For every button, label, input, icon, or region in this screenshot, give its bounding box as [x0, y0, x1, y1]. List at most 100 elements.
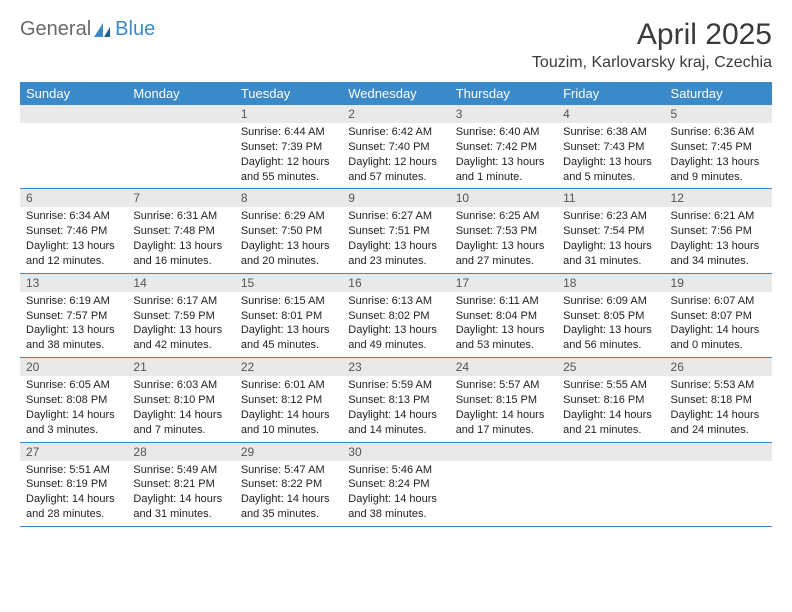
daylight-line: Daylight: 13 hours and 45 minutes. [241, 323, 336, 353]
sunset-line: Sunset: 7:50 PM [241, 224, 336, 239]
sunset-line: Sunset: 8:12 PM [241, 393, 336, 408]
sunset-line: Sunset: 7:53 PM [456, 224, 551, 239]
day-content: Sunrise: 6:34 AMSunset: 7:46 PMDaylight:… [20, 207, 127, 272]
day-content: Sunrise: 6:31 AMSunset: 7:48 PMDaylight:… [127, 207, 234, 272]
day-content: Sunrise: 6:23 AMSunset: 7:54 PMDaylight:… [557, 207, 664, 272]
day-number: 27 [20, 443, 127, 461]
day-cell: 21Sunrise: 6:03 AMSunset: 8:10 PMDayligh… [127, 358, 234, 441]
sunrise-line: Sunrise: 6:15 AM [241, 294, 336, 309]
daylight-line: Daylight: 13 hours and 49 minutes. [348, 323, 443, 353]
day-cell: 23Sunrise: 5:59 AMSunset: 8:13 PMDayligh… [342, 358, 449, 441]
day-cell [127, 105, 234, 188]
daylight-line: Daylight: 13 hours and 42 minutes. [133, 323, 228, 353]
daylight-line: Daylight: 12 hours and 55 minutes. [241, 155, 336, 185]
weekday-header: Thursday [450, 82, 557, 105]
sunrise-line: Sunrise: 6:31 AM [133, 209, 228, 224]
day-content: Sunrise: 6:05 AMSunset: 8:08 PMDaylight:… [20, 376, 127, 441]
day-cell: 16Sunrise: 6:13 AMSunset: 8:02 PMDayligh… [342, 274, 449, 357]
day-number: 25 [557, 358, 664, 376]
topbar: General Blue April 2025 Touzim, Karlovar… [20, 18, 772, 72]
day-cell: 14Sunrise: 6:17 AMSunset: 7:59 PMDayligh… [127, 274, 234, 357]
day-cell: 9Sunrise: 6:27 AMSunset: 7:51 PMDaylight… [342, 189, 449, 272]
day-content: Sunrise: 6:15 AMSunset: 8:01 PMDaylight:… [235, 292, 342, 357]
sunrise-line: Sunrise: 6:25 AM [456, 209, 551, 224]
day-content: Sunrise: 6:42 AMSunset: 7:40 PMDaylight:… [342, 123, 449, 188]
sunrise-line: Sunrise: 6:05 AM [26, 378, 121, 393]
weekday-header: Tuesday [235, 82, 342, 105]
sunset-line: Sunset: 8:07 PM [671, 309, 766, 324]
sunrise-line: Sunrise: 6:07 AM [671, 294, 766, 309]
weekday-header: Friday [557, 82, 664, 105]
daylight-line: Daylight: 13 hours and 56 minutes. [563, 323, 658, 353]
sunset-line: Sunset: 7:45 PM [671, 140, 766, 155]
day-cell [450, 443, 557, 526]
calendar-body: 1Sunrise: 6:44 AMSunset: 7:39 PMDaylight… [20, 105, 772, 527]
daylight-line: Daylight: 12 hours and 57 minutes. [348, 155, 443, 185]
day-number: 2 [342, 105, 449, 123]
sunrise-line: Sunrise: 6:21 AM [671, 209, 766, 224]
day-number: 5 [665, 105, 772, 123]
day-number [665, 443, 772, 461]
daylight-line: Daylight: 14 hours and 31 minutes. [133, 492, 228, 522]
sunset-line: Sunset: 7:57 PM [26, 309, 121, 324]
day-content: Sunrise: 6:03 AMSunset: 8:10 PMDaylight:… [127, 376, 234, 441]
day-cell: 28Sunrise: 5:49 AMSunset: 8:21 PMDayligh… [127, 443, 234, 526]
daylight-line: Daylight: 14 hours and 17 minutes. [456, 408, 551, 438]
sunrise-line: Sunrise: 6:11 AM [456, 294, 551, 309]
day-number: 7 [127, 189, 234, 207]
sunrise-line: Sunrise: 5:59 AM [348, 378, 443, 393]
sunset-line: Sunset: 7:39 PM [241, 140, 336, 155]
day-cell: 2Sunrise: 6:42 AMSunset: 7:40 PMDaylight… [342, 105, 449, 188]
day-number: 18 [557, 274, 664, 292]
sunset-line: Sunset: 8:04 PM [456, 309, 551, 324]
day-number: 12 [665, 189, 772, 207]
day-number: 9 [342, 189, 449, 207]
sunset-line: Sunset: 7:54 PM [563, 224, 658, 239]
sunset-line: Sunset: 7:40 PM [348, 140, 443, 155]
daylight-line: Daylight: 14 hours and 3 minutes. [26, 408, 121, 438]
daylight-line: Daylight: 13 hours and 16 minutes. [133, 239, 228, 269]
day-cell: 1Sunrise: 6:44 AMSunset: 7:39 PMDaylight… [235, 105, 342, 188]
day-content: Sunrise: 6:44 AMSunset: 7:39 PMDaylight:… [235, 123, 342, 188]
sunrise-line: Sunrise: 6:27 AM [348, 209, 443, 224]
sunset-line: Sunset: 8:01 PM [241, 309, 336, 324]
day-content: Sunrise: 5:47 AMSunset: 8:22 PMDaylight:… [235, 461, 342, 526]
weekday-header: Saturday [665, 82, 772, 105]
sunset-line: Sunset: 8:22 PM [241, 477, 336, 492]
day-content: Sunrise: 6:40 AMSunset: 7:42 PMDaylight:… [450, 123, 557, 188]
day-number: 20 [20, 358, 127, 376]
week-row: 1Sunrise: 6:44 AMSunset: 7:39 PMDaylight… [20, 105, 772, 189]
brand-part2: Blue [115, 18, 155, 41]
day-number: 15 [235, 274, 342, 292]
daylight-line: Daylight: 13 hours and 27 minutes. [456, 239, 551, 269]
sunrise-line: Sunrise: 6:23 AM [563, 209, 658, 224]
day-cell: 29Sunrise: 5:47 AMSunset: 8:22 PMDayligh… [235, 443, 342, 526]
weekday-header-row: SundayMondayTuesdayWednesdayThursdayFrid… [20, 82, 772, 105]
day-content: Sunrise: 6:07 AMSunset: 8:07 PMDaylight:… [665, 292, 772, 357]
sunset-line: Sunset: 8:15 PM [456, 393, 551, 408]
sunrise-line: Sunrise: 6:03 AM [133, 378, 228, 393]
sunset-line: Sunset: 7:56 PM [671, 224, 766, 239]
sunrise-line: Sunrise: 6:17 AM [133, 294, 228, 309]
daylight-line: Daylight: 13 hours and 9 minutes. [671, 155, 766, 185]
daylight-line: Daylight: 14 hours and 0 minutes. [671, 323, 766, 353]
day-content: Sunrise: 5:46 AMSunset: 8:24 PMDaylight:… [342, 461, 449, 526]
day-number [450, 443, 557, 461]
sunrise-line: Sunrise: 6:01 AM [241, 378, 336, 393]
day-cell: 7Sunrise: 6:31 AMSunset: 7:48 PMDaylight… [127, 189, 234, 272]
day-cell: 26Sunrise: 5:53 AMSunset: 8:18 PMDayligh… [665, 358, 772, 441]
day-number: 1 [235, 105, 342, 123]
sunrise-line: Sunrise: 5:57 AM [456, 378, 551, 393]
brand-logo: General Blue [20, 18, 155, 41]
sunset-line: Sunset: 8:18 PM [671, 393, 766, 408]
sunset-line: Sunset: 7:46 PM [26, 224, 121, 239]
day-cell [557, 443, 664, 526]
day-content: Sunrise: 6:27 AMSunset: 7:51 PMDaylight:… [342, 207, 449, 272]
sunset-line: Sunset: 7:42 PM [456, 140, 551, 155]
daylight-line: Daylight: 13 hours and 20 minutes. [241, 239, 336, 269]
brand-part1: General [20, 18, 91, 41]
day-number: 17 [450, 274, 557, 292]
day-cell: 10Sunrise: 6:25 AMSunset: 7:53 PMDayligh… [450, 189, 557, 272]
sunrise-line: Sunrise: 6:40 AM [456, 125, 551, 140]
daylight-line: Daylight: 13 hours and 12 minutes. [26, 239, 121, 269]
